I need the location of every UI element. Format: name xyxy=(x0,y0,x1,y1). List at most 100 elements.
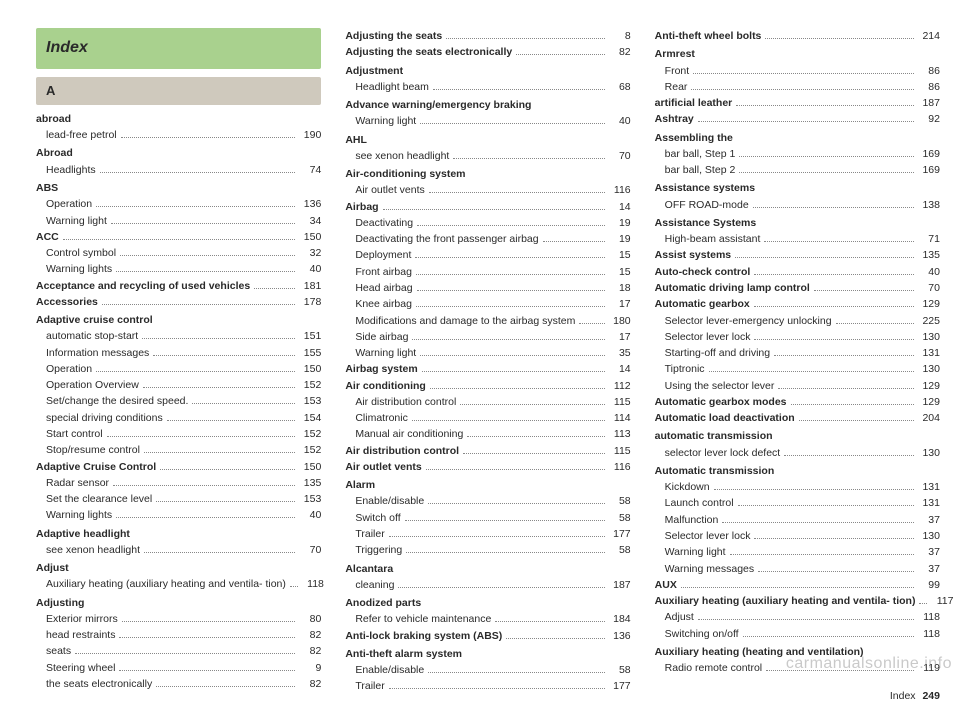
index-page-number: 70 xyxy=(609,148,631,164)
leader-dots xyxy=(428,666,604,673)
index-row: cleaning187 xyxy=(345,577,630,593)
index-row: special driving conditions154 xyxy=(36,410,321,426)
leader-dots xyxy=(144,546,295,553)
index-row: Tiptronic130 xyxy=(655,361,940,377)
leader-dots xyxy=(693,66,914,73)
leader-dots xyxy=(433,82,605,89)
index-row: Warning lights40 xyxy=(36,507,321,523)
index-row: Set/change the desired speed.153 xyxy=(36,393,321,409)
leader-dots xyxy=(791,398,914,405)
index-label: Warning lights xyxy=(46,261,112,277)
index-row: Air outlet vents116 xyxy=(345,459,630,475)
leader-dots xyxy=(516,48,604,55)
index-row: Automatic driving lamp control70 xyxy=(655,280,940,296)
index-row: Malfunction37 xyxy=(655,512,940,528)
index-label: Switching on/off xyxy=(665,626,739,642)
index-label: Warning light xyxy=(355,345,416,361)
leader-dots xyxy=(417,219,605,226)
index-row: Auxiliary heating (auxiliary heating and… xyxy=(36,576,321,592)
index-label: Operation xyxy=(46,361,92,377)
index-row: AUX99 xyxy=(655,577,940,593)
leader-dots xyxy=(460,398,604,405)
index-page-number: 14 xyxy=(609,361,631,377)
index-label: Set the clearance level xyxy=(46,491,152,507)
index-label: Auto-check control xyxy=(655,264,751,280)
leader-dots xyxy=(405,513,605,520)
index-row: Modifications and damage to the airbag s… xyxy=(345,313,630,329)
index-group: Alarm xyxy=(345,477,630,493)
leader-dots xyxy=(111,216,295,223)
leader-dots xyxy=(412,414,605,421)
leader-dots xyxy=(156,495,295,502)
index-label: head restraints xyxy=(46,627,115,643)
index-label: Warning light xyxy=(665,544,726,560)
leader-dots xyxy=(416,267,605,274)
index-page-number: 58 xyxy=(609,662,631,678)
leader-dots xyxy=(143,381,296,388)
index-row: Enable/disable58 xyxy=(345,493,630,509)
index-row: Switch off58 xyxy=(345,510,630,526)
index-row: Ashtray92 xyxy=(655,111,940,127)
leader-dots xyxy=(113,478,295,485)
index-label: Triggering xyxy=(355,542,402,558)
index-page-number: 99 xyxy=(918,577,940,593)
index-page-number: 70 xyxy=(918,280,940,296)
index-label: Deactivating the front passenger airbag xyxy=(355,231,538,247)
index-row: Front airbag15 xyxy=(345,264,630,280)
leader-dots xyxy=(415,251,604,258)
index-page-number: 19 xyxy=(609,215,631,231)
index-label: Adjusting the seats electronically xyxy=(345,44,512,60)
index-row: Triggering58 xyxy=(345,542,630,558)
index-page-number: 136 xyxy=(609,628,631,644)
index-label: Selector lever-emergency unlocking xyxy=(665,313,832,329)
index-page-number: 15 xyxy=(609,247,631,263)
leader-dots xyxy=(743,629,914,636)
leader-dots xyxy=(463,446,605,453)
index-row: Operation150 xyxy=(36,361,321,377)
index-page-number: 151 xyxy=(299,328,321,344)
leader-dots xyxy=(389,682,605,689)
leader-dots xyxy=(919,597,927,604)
index-label: Warning light xyxy=(355,113,416,129)
index-row: Auxiliary heating (auxiliary heating and… xyxy=(655,593,940,609)
index-page-number: 82 xyxy=(299,627,321,643)
index-label: Anti-lock braking system (ABS) xyxy=(345,628,502,644)
index-row: Refer to vehicle maintenance184 xyxy=(345,611,630,627)
leader-dots xyxy=(96,365,295,372)
leader-dots xyxy=(453,152,604,159)
index-row: automatic stop-start151 xyxy=(36,328,321,344)
index-label: Stop/resume control xyxy=(46,442,140,458)
index-label: Air conditioning xyxy=(345,378,426,394)
index-page-number: 118 xyxy=(918,626,940,642)
index-row: Automatic load deactivation204 xyxy=(655,410,940,426)
leader-dots xyxy=(406,546,604,553)
leader-dots xyxy=(412,332,604,339)
leader-dots xyxy=(192,397,295,404)
index-page: Index A abroadlead-free petrol190AbroadH… xyxy=(0,0,960,715)
index-page-number: 112 xyxy=(609,378,631,394)
index-label: Headlights xyxy=(46,162,96,178)
index-page-number: 17 xyxy=(609,296,631,312)
index-row: Operation Overview152 xyxy=(36,377,321,393)
index-row: Air outlet vents116 xyxy=(345,182,630,198)
index-label: Automatic gearbox modes xyxy=(655,394,787,410)
column-1: Index A abroadlead-free petrol190AbroadH… xyxy=(36,28,321,705)
index-row: Adjusting the seats8 xyxy=(345,28,630,44)
index-label: Knee airbag xyxy=(355,296,412,312)
index-row: lead-free petrol190 xyxy=(36,127,321,143)
index-label: Control symbol xyxy=(46,245,116,261)
index-page-number: 184 xyxy=(609,611,631,627)
index-label: Air distribution control xyxy=(345,443,459,459)
index-page-number: 37 xyxy=(918,561,940,577)
leader-dots xyxy=(430,381,605,388)
leader-dots xyxy=(764,235,914,242)
index-label: OFF ROAD-mode xyxy=(665,197,749,213)
leader-dots xyxy=(543,235,605,242)
leader-dots xyxy=(156,680,295,687)
leader-dots xyxy=(765,32,914,39)
index-page-number: 40 xyxy=(299,261,321,277)
index-page-number: 113 xyxy=(609,426,631,442)
index-group: Adaptive cruise control xyxy=(36,312,321,328)
index-label: selector lever lock defect xyxy=(665,445,781,461)
index-label: Modifications and damage to the airbag s… xyxy=(355,313,575,329)
